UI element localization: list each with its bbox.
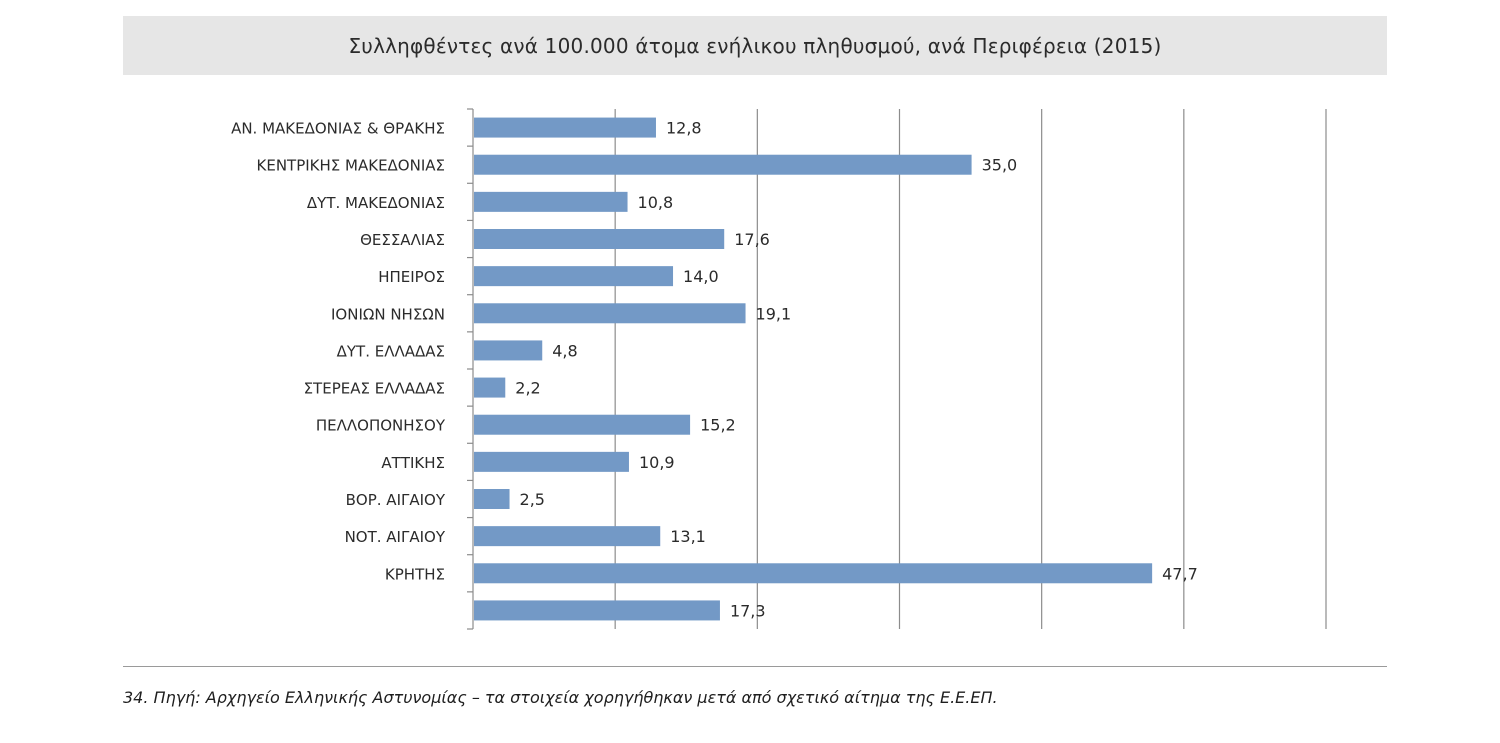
category-label-2: ΔΥΤ. ΜΑΚΕΔΟΝΙΑΣ [307, 194, 445, 212]
data-label-11: 13,1 [670, 527, 706, 546]
category-label-1: ΚΕΝΤΡΙΚΗΣ ΜΑΚΕΔΟΝΙΑΣ [257, 157, 446, 175]
bar-4 [474, 266, 674, 287]
category-label-12: ΚΡΗΤΗΣ [385, 565, 445, 583]
bar-1 [474, 154, 972, 175]
bar-13 [474, 600, 720, 621]
data-label-5: 19,1 [756, 304, 792, 323]
category-label-3: ΘΕΣΣΑΛΙΑΣ [360, 231, 445, 249]
data-label-9: 10,9 [639, 453, 675, 472]
category-label-8: ΠΕΛΛΟΠΟΝΗΣΟΥ [316, 417, 446, 435]
bar-12 [474, 563, 1153, 584]
data-label-3: 17,6 [734, 230, 770, 249]
data-label-6: 4,8 [552, 341, 577, 360]
bar-10 [474, 489, 510, 509]
category-label-4: ΗΠΕΙΡΟΣ [378, 268, 445, 286]
source-footnote: 34. Πηγή: Αρχηγείο Ελληνικής Αστυνομίας … [123, 688, 998, 707]
chart-title: Συλληφθέντες ανά 100.000 άτομα ενήλικου … [348, 33, 1162, 58]
bar-11 [474, 526, 661, 547]
bar-9 [474, 451, 629, 472]
category-label-7: ΣΤΕΡΕΑΣ ΕΛΛΑΔΑΣ [304, 380, 445, 398]
bar-3 [474, 229, 725, 249]
chart-title-band: Συλληφθέντες ανά 100.000 άτομα ενήλικου … [123, 16, 1387, 75]
bar-5 [474, 303, 746, 324]
bar-2 [474, 191, 628, 212]
category-label-5: ΙΟΝΙΩΝ ΝΗΣΩΝ [331, 305, 445, 323]
bar-7 [474, 377, 506, 398]
footer-divider [123, 666, 1387, 667]
data-label-7: 2,2 [515, 379, 540, 398]
data-label-13: 17,3 [730, 601, 766, 620]
data-label-8: 15,2 [700, 416, 736, 435]
category-label-11: ΝΟΤ. ΑΙΓΑΙΟΥ [345, 528, 446, 546]
category-label-0: ΑΝ. ΜΑΚΕΔΟΝΙΑΣ & ΘΡΑΚΗΣ [231, 120, 445, 138]
data-label-12: 47,7 [1162, 564, 1198, 583]
data-label-1: 35,0 [982, 156, 1018, 175]
data-label-4: 14,0 [683, 267, 719, 286]
bar-8 [474, 414, 691, 435]
bar-6 [474, 340, 543, 361]
category-label-6: ΔΥΤ. ΕΛΛΑΔΑΣ [337, 342, 445, 360]
category-label-10: ΒΟΡ. ΑΙΓΑΙΟΥ [346, 491, 446, 509]
bar-0 [474, 117, 656, 138]
data-label-0: 12,8 [666, 119, 702, 138]
category-label-9: ΑΤΤΙΚΗΣ [381, 454, 445, 472]
data-label-10: 2,5 [520, 490, 545, 509]
data-label-2: 10,8 [638, 193, 674, 212]
